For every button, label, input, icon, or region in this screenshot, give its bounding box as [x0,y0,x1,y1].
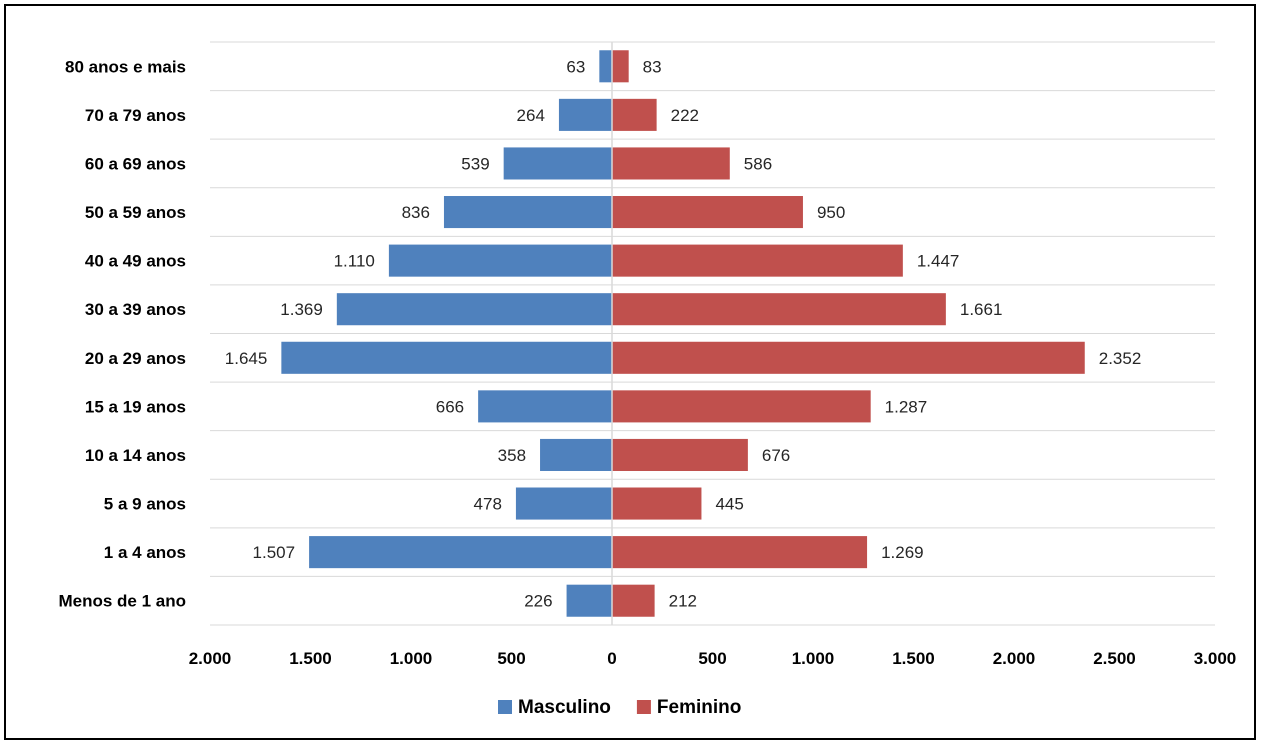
data-label-feminino-menos-de-1-ano: 212 [669,592,697,611]
bar-masculino-50-a-59-anos [443,196,612,229]
legend-swatch-feminino [636,700,651,714]
bar-masculino-40-a-49-anos [388,244,612,277]
data-label-masculino-1-a-4-anos: 1.507 [253,543,296,562]
x-tick-label-10: 3.000 [1194,649,1237,668]
bars [281,50,1085,617]
x-axis-tick-labels: 2.000 1.500 1.000 500 0 500 1.000 1.500 2.000 2.5… [189,649,1237,668]
bar-masculino-70-a-79-anos [558,98,612,131]
bar-masculino-10-a-14-anos [540,438,612,471]
data-label-feminino-70-a-79-anos: 222 [671,106,699,125]
data-label-feminino-20-a-29-anos: 2.352 [1099,349,1142,368]
bar-feminino-30-a-39-anos [612,293,946,326]
bar-masculino-menos-de-1-ano [566,584,612,617]
legend-label-feminino: Feminino [657,697,741,718]
bar-feminino-50-a-59-anos [612,196,803,229]
data-label-feminino-80-anos-e-mais: 83 [643,57,662,76]
category-label-5-a-9-anos: 5 a 9 anos [104,495,186,514]
legend: Masculino Feminino [498,697,741,718]
data-label-feminino-10-a-14-anos: 676 [762,446,790,465]
x-tick-label-9: 2.500 [1093,649,1136,668]
data-label-feminino-15-a-19-anos: 1.287 [885,397,928,416]
category-label-70-a-79-anos: 70 a 79 anos [85,106,186,125]
legend-swatch-masculino [498,700,512,714]
data-label-feminino-50-a-59-anos: 950 [817,203,845,222]
bar-masculino-80-anos-e-mais [599,50,612,83]
bar-feminino-70-a-79-anos [612,98,657,131]
bar-feminino-20-a-29-anos [612,341,1085,374]
data-label-masculino-80-anos-e-mais: 63 [566,57,585,76]
bar-masculino-15-a-19-anos [478,390,612,423]
bar-feminino-60-a-69-anos [612,147,730,180]
data-label-feminino-30-a-39-anos: 1.661 [960,300,1003,319]
bar-feminino-80-anos-e-mais [612,50,629,83]
bar-feminino-15-a-19-anos [612,390,871,423]
bar-masculino-5-a-9-anos [515,487,612,520]
x-tick-label-7: 1.500 [892,649,935,668]
data-label-feminino-40-a-49-anos: 1.447 [917,252,960,271]
bar-feminino-menos-de-1-ano [612,584,655,617]
data-label-feminino-60-a-69-anos: 586 [744,154,772,173]
category-label-1-a-4-anos: 1 a 4 anos [104,543,186,562]
bar-masculino-30-a-39-anos [336,293,612,326]
data-label-feminino-5-a-9-anos: 445 [715,495,743,514]
category-label-30-a-39-anos: 30 a 39 anos [85,300,186,319]
x-tick-label-4: 0 [607,649,616,668]
category-labels: 80 anos e mais 70 a 79 anos 60 a 69 anos 50… [58,57,186,610]
data-label-masculino-50-a-59-anos: 836 [402,203,430,222]
bar-feminino-1-a-4-anos [612,536,868,569]
x-tick-label-2: 1.000 [390,649,433,668]
bar-masculino-1-a-4-anos [309,536,612,569]
data-label-masculino-60-a-69-anos: 539 [461,154,489,173]
category-label-80-anos-e-mais: 80 anos e mais [65,57,186,76]
legend-label-masculino: Masculino [518,697,611,718]
category-label-60-a-69-anos: 60 a 69 anos [85,154,186,173]
data-label-masculino-30-a-39-anos: 1.369 [280,300,323,319]
data-label-masculino-20-a-29-anos: 1.645 [225,349,268,368]
category-label-50-a-59-anos: 50 a 59 anos [85,203,186,222]
bar-feminino-5-a-9-anos [612,487,702,520]
x-tick-label-3: 500 [497,649,525,668]
data-label-feminino-1-a-4-anos: 1.269 [881,543,924,562]
bar-masculino-60-a-69-anos [503,147,612,180]
bar-feminino-40-a-49-anos [612,244,903,277]
x-tick-label-8: 2.000 [993,649,1036,668]
x-tick-label-5: 500 [698,649,726,668]
data-label-masculino-40-a-49-anos: 1.110 [334,252,375,271]
x-tick-label-6: 1.000 [792,649,835,668]
category-label-15-a-19-anos: 15 a 19 anos [85,397,186,416]
data-label-masculino-15-a-19-anos: 666 [436,397,464,416]
category-label-40-a-49-anos: 40 a 49 anos [85,252,186,271]
x-tick-label-0: 2.000 [189,649,232,668]
data-label-masculino-5-a-9-anos: 478 [474,495,502,514]
data-labels: 63 83 264 222 539 586 836 950 1.110 1.447 1.369 1.6… [225,57,1141,610]
category-label-menos-de-1-ano: Menos de 1 ano [58,592,186,611]
x-tick-label-1: 1.500 [289,649,332,668]
bar-masculino-20-a-29-anos [281,341,612,374]
data-label-masculino-menos-de-1-ano: 226 [524,592,552,611]
category-label-10-a-14-anos: 10 a 14 anos [85,446,186,465]
category-label-20-a-29-anos: 20 a 29 anos [85,349,186,368]
bar-feminino-10-a-14-anos [612,438,748,471]
data-label-masculino-70-a-79-anos: 264 [517,106,545,125]
gridlines [210,41,1215,626]
data-label-masculino-10-a-14-anos: 358 [498,446,526,465]
